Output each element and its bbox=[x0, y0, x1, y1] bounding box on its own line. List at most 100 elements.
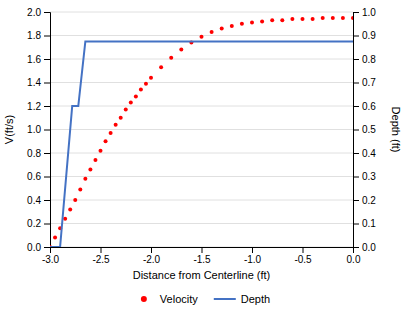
tick-mark bbox=[353, 247, 359, 248]
data-point bbox=[331, 16, 335, 20]
data-point bbox=[99, 149, 103, 153]
tick-label: 1.8 bbox=[27, 30, 41, 41]
tick-mark bbox=[44, 36, 50, 37]
tick: 0.6 bbox=[353, 101, 376, 112]
tick-mark bbox=[353, 153, 359, 154]
tick: 0.8 bbox=[353, 54, 376, 65]
tick: 0.3 bbox=[353, 171, 376, 182]
tick: 0.5 bbox=[353, 124, 376, 135]
data-point bbox=[301, 17, 305, 21]
tick-label: -2.0 bbox=[143, 254, 161, 265]
data-point bbox=[83, 177, 87, 181]
axis-domain bbox=[44, 13, 51, 248]
tick: 1.2 bbox=[27, 101, 50, 112]
data-point bbox=[210, 30, 214, 34]
tick: 0.9 bbox=[353, 30, 376, 41]
data-point bbox=[124, 108, 128, 112]
tick-mark bbox=[303, 247, 304, 253]
data-point bbox=[220, 26, 224, 30]
tick-mark bbox=[44, 83, 50, 84]
data-point bbox=[78, 187, 82, 191]
grid bbox=[50, 12, 353, 247]
tick: 1.0 bbox=[353, 7, 376, 18]
tick-mark bbox=[44, 12, 50, 13]
tick: 1.8 bbox=[27, 30, 50, 41]
legend-item: Velocity bbox=[141, 293, 198, 305]
data-point bbox=[311, 17, 315, 21]
tick: 1.6 bbox=[27, 54, 50, 65]
tick-mark bbox=[44, 200, 50, 201]
tick: -1.0 bbox=[244, 247, 262, 265]
tick-label: -2.5 bbox=[92, 254, 110, 265]
tick-mark bbox=[44, 106, 50, 107]
tick-label: -3.0 bbox=[42, 254, 60, 265]
data-point bbox=[93, 158, 97, 162]
tick-mark bbox=[44, 177, 50, 178]
data-point bbox=[73, 198, 77, 202]
tick-label: 1.4 bbox=[27, 77, 41, 88]
tick-label: 0.3 bbox=[362, 171, 376, 182]
grid-line bbox=[50, 153, 353, 154]
tick: 0.0 bbox=[353, 242, 376, 253]
tick: -1.5 bbox=[193, 247, 211, 265]
legend-symbol bbox=[141, 296, 147, 302]
tick: 0.6 bbox=[27, 171, 50, 182]
data-point bbox=[351, 16, 353, 20]
tick-label: -0.5 bbox=[294, 254, 312, 265]
tick-mark bbox=[252, 247, 253, 253]
tick-mark bbox=[44, 153, 50, 154]
tick: 0.1 bbox=[353, 218, 376, 229]
tick-label: 0.0 bbox=[27, 242, 41, 253]
tick: 1.0 bbox=[27, 124, 50, 135]
tick-mark bbox=[353, 224, 359, 225]
data-point bbox=[63, 217, 67, 221]
tick-mark bbox=[101, 247, 102, 253]
tick: 0.8 bbox=[27, 148, 50, 159]
tick-label: 0.0 bbox=[347, 254, 361, 265]
tick-mark bbox=[202, 247, 203, 253]
tick-label: 0.8 bbox=[362, 54, 376, 65]
tick-mark bbox=[353, 36, 359, 37]
tick-mark bbox=[353, 130, 359, 131]
grid-line bbox=[50, 82, 353, 83]
tick: 2.0 bbox=[27, 7, 50, 18]
tick: 0.0 bbox=[347, 247, 361, 265]
tick: 0.4 bbox=[353, 148, 376, 159]
legend-symbol bbox=[214, 298, 236, 300]
tick-label: 1.6 bbox=[27, 54, 41, 65]
data-point bbox=[341, 16, 345, 20]
data-point bbox=[139, 88, 143, 92]
tick: 1.4 bbox=[27, 77, 50, 88]
grid-line bbox=[50, 12, 353, 13]
tick: 0.4 bbox=[27, 195, 50, 206]
grid-line bbox=[50, 106, 353, 107]
tick-label: 0.4 bbox=[362, 148, 376, 159]
axis-domain bbox=[51, 248, 354, 254]
tick-mark bbox=[353, 177, 359, 178]
data-point bbox=[88, 167, 92, 171]
tick-label: 0.2 bbox=[362, 195, 376, 206]
tick-label: 0.6 bbox=[27, 171, 41, 182]
data-point bbox=[109, 131, 113, 135]
tick-label: 0.8 bbox=[27, 148, 41, 159]
y-axis: 0.0 0.2 0.4 0.6 0.8 1.0 1.2 1.4 1.6 1.8 2.0 bbox=[27, 7, 50, 253]
grid-line bbox=[50, 176, 353, 177]
data-point bbox=[200, 35, 204, 39]
tick-label: 0.7 bbox=[362, 77, 376, 88]
data-point bbox=[114, 123, 118, 127]
marks bbox=[50, 16, 353, 247]
tick: -0.5 bbox=[294, 247, 312, 265]
tick-mark bbox=[44, 59, 50, 60]
plot: -3.0-2.5-2.0-1.5-1.0-0.50.00.00.20.40.60… bbox=[27, 7, 376, 265]
legend-label: Velocity bbox=[160, 293, 198, 305]
tick-label: -1.0 bbox=[244, 254, 262, 265]
data-point bbox=[250, 21, 254, 25]
data-point bbox=[290, 17, 294, 21]
tick-label: 0.2 bbox=[27, 218, 41, 229]
data-point bbox=[230, 24, 234, 28]
data-point bbox=[129, 100, 133, 104]
tick-label: 1.0 bbox=[27, 124, 41, 135]
tick-label: 1.0 bbox=[362, 7, 376, 18]
tick-mark bbox=[151, 247, 152, 253]
tick: 0.7 bbox=[353, 77, 376, 88]
